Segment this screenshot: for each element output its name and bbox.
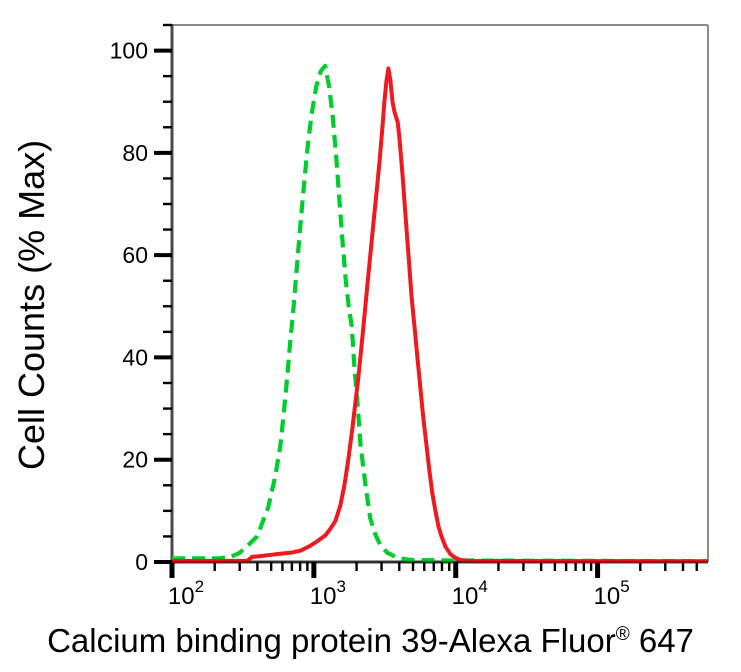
y-axis-tick-label: 40 xyxy=(122,344,148,370)
y-axis-tick-label: 60 xyxy=(122,242,148,268)
x-axis-title: Calcium binding protein 39-Alexa Fluor® … xyxy=(0,622,741,660)
x-axis-tick-label: 105 xyxy=(594,577,630,610)
y-axis-tick-label: 80 xyxy=(122,140,148,166)
x-axis-title-suffix: 647 xyxy=(629,622,694,659)
y-axis-tick-label: 20 xyxy=(122,447,148,473)
x-axis-tick-label: 102 xyxy=(168,577,204,610)
x-axis-title-text: Calcium binding protein 39-Alexa Fluor xyxy=(47,622,616,659)
y-axis-tick-label: 100 xyxy=(110,38,148,64)
x-axis-tick-label: 103 xyxy=(310,577,346,610)
y-axis-title: Cell Counts (% Max) xyxy=(11,139,52,471)
red-solid-curve xyxy=(171,66,709,564)
y-axis-tick-label: 0 xyxy=(135,549,148,575)
green-dashed-curve xyxy=(172,63,709,564)
registered-trademark-symbol: ® xyxy=(615,624,630,645)
x-axis-tick-label: 104 xyxy=(452,577,488,610)
